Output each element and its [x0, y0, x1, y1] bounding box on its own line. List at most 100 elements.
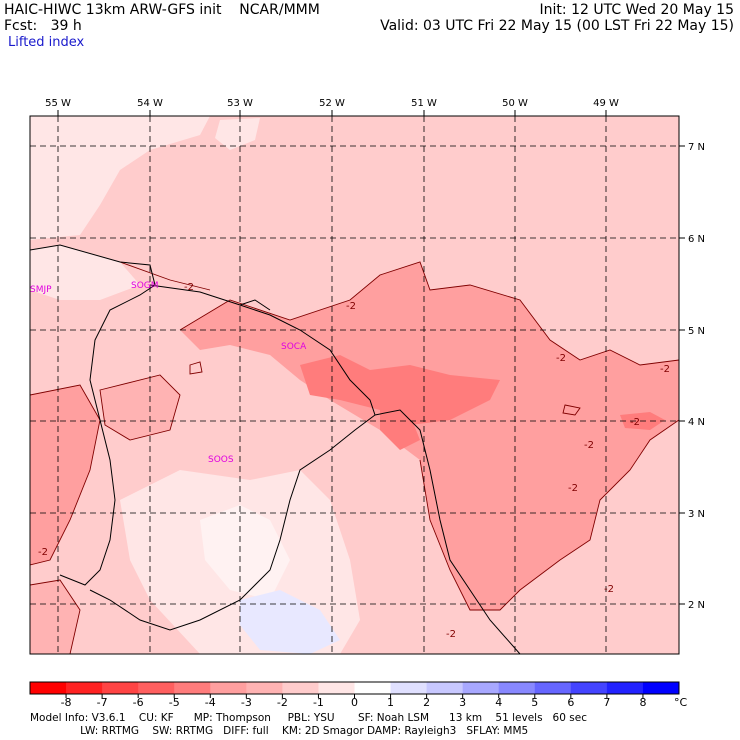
- colorbar-tick-label: 7: [603, 696, 610, 709]
- lon-label-50w: 50 W: [502, 98, 528, 109]
- light-area-nw: [30, 116, 210, 240]
- station-soca: SOCA: [281, 342, 307, 352]
- lat-labels: 7 N 6 N 5 N 4 N 3 N 2 N: [688, 142, 705, 611]
- model-info-line2: LW: RRTMG SW: RRTMG DIFF: full KM: 2D Sm…: [30, 725, 529, 737]
- contour-cell-1: [562, 404, 581, 416]
- colorbar-swatch: [102, 682, 139, 694]
- lat-label-2n: 2 N: [688, 600, 705, 611]
- lat-label-3n: 3 N: [688, 509, 705, 520]
- colorbar-swatch: [390, 682, 428, 694]
- colorbar-tick-label: -6: [133, 696, 144, 709]
- colorbar-tick-label: 1: [387, 696, 394, 709]
- colorbar-tick-labels: -8 -7 -6 -5 -4 -3 -2 -1 0 1 2 3 4 5 6 7 8: [61, 694, 646, 709]
- contour-label-9: -2: [446, 629, 456, 640]
- colorbar-swatch: [570, 682, 608, 694]
- border-suriname-west: [30, 244, 156, 586]
- colorbar-swatch: [138, 682, 175, 694]
- colorbar-swatch: [426, 682, 464, 694]
- colorbar-swatch: [498, 682, 536, 694]
- border-french-guiana: [374, 409, 521, 654]
- colorbar-tick-label: 3: [459, 696, 466, 709]
- contour-label-10: -2: [630, 417, 640, 428]
- contour-label-1: -2: [184, 282, 194, 293]
- medium-area-sw: [30, 385, 100, 565]
- contour-value-labels: -2 -2 -2 -2 -2 -2 -2 -2 -2 -2: [38, 282, 670, 640]
- colorbar-tick-label: -3: [241, 696, 252, 709]
- contour-label-2: -2: [346, 301, 356, 312]
- strong-area-core: [300, 355, 500, 425]
- lat-label-5n: 5 N: [688, 326, 705, 337]
- colorbar-tick-label: 5: [531, 696, 538, 709]
- colorbar-tick-label: 2: [423, 696, 430, 709]
- colorbar-swatch: [174, 682, 211, 694]
- colorbar-swatch: [534, 682, 572, 694]
- colorbar-swatch: [462, 682, 500, 694]
- colorbar-swatch: [30, 682, 67, 694]
- blue-area-s: [240, 590, 340, 654]
- medium-area-sw2: [30, 580, 80, 654]
- contour-label-8: -2: [604, 584, 614, 595]
- medium-area-central: [180, 262, 679, 610]
- colorbar-tick-label: -2: [277, 696, 288, 709]
- lat-label-6n: 6 N: [688, 234, 705, 245]
- colorbar-swatch: [246, 682, 283, 694]
- lon-labels: 55 W 54 W 53 W 52 W 51 W 50 W 49 W: [45, 98, 619, 109]
- contour-lines: [30, 261, 679, 654]
- lon-label-54w: 54 W: [137, 98, 163, 109]
- colorbar-tick-label: -7: [97, 696, 108, 709]
- colorbar-tick-label: -5: [169, 696, 180, 709]
- forecast-hour: Fcst: 39 h: [4, 18, 82, 34]
- colorbar-tick-label: -4: [205, 696, 216, 709]
- contour-minus2-north: [179, 261, 679, 366]
- neutral-area-s: [200, 505, 290, 600]
- contour-minus2-west: [30, 384, 101, 566]
- colorbar-tick-label: 8: [639, 696, 646, 709]
- contour-minus2-sw: [30, 579, 81, 654]
- station-soos: SOOS: [208, 455, 234, 465]
- graticule: [30, 116, 679, 654]
- colorbar-tick-label: -8: [61, 696, 72, 709]
- contour-label-3: -2: [556, 353, 566, 364]
- colorbar-swatch: [318, 682, 355, 694]
- colorbar-tick-label: 4: [495, 696, 502, 709]
- colorbar-tick-label: -1: [313, 696, 324, 709]
- contour-minus2-nw: [119, 261, 211, 291]
- contour-label-6: -2: [568, 483, 578, 494]
- colorbar-swatch: [210, 682, 247, 694]
- station-sogm: SOGM: [131, 281, 159, 291]
- contour-minus2-w2: [99, 374, 181, 441]
- colorbar-swatch: [66, 682, 103, 694]
- model-info-line1: Model Info: V3.6.1 CU: KF MP: Thompson P…: [30, 712, 587, 724]
- colorbar-swatch: [606, 682, 644, 694]
- colorbar-tick-label: 6: [567, 696, 574, 709]
- lon-label-52w: 52 W: [319, 98, 345, 109]
- lon-label-51w: 51 W: [411, 98, 437, 109]
- lat-label-7n: 7 N: [688, 142, 705, 153]
- map-frame: [29, 115, 680, 655]
- light-area-w: [30, 245, 140, 300]
- contour-label-5: -2: [584, 440, 594, 451]
- model-title: HAIC-HIWC 13km ARW-GFS init NCAR/MMM: [4, 2, 320, 18]
- contour-label-7: -2: [38, 547, 48, 558]
- colorbar-swatch: [642, 682, 680, 694]
- valid-time: Valid: 03 UTC Fri 22 May 15 (00 LST Fri …: [380, 18, 734, 34]
- contour-cell-2: [189, 361, 203, 375]
- lat-ticks: [679, 145, 685, 605]
- border-coast-segment: [239, 299, 271, 311]
- lat-label-4n: 4 N: [688, 417, 705, 428]
- lon-label-55w: 55 W: [45, 98, 71, 109]
- colorbar: [30, 682, 680, 694]
- colorbar-tick-label: 0: [351, 696, 358, 709]
- field-name: Lifted index: [8, 35, 85, 50]
- init-time: Init: 12 UTC Wed 20 May 15: [539, 2, 734, 18]
- contour-minus2-east: [419, 419, 679, 611]
- border-suriname-south: [89, 414, 376, 631]
- light-area-n: [215, 118, 260, 150]
- lon-ticks: [57, 110, 607, 116]
- lon-label-49w: 49 W: [593, 98, 619, 109]
- medium-area-w2: [100, 375, 180, 440]
- colorbar-swatch: [354, 682, 392, 694]
- colorbar-swatch: [282, 682, 319, 694]
- colorbar-unit: °C: [674, 696, 688, 709]
